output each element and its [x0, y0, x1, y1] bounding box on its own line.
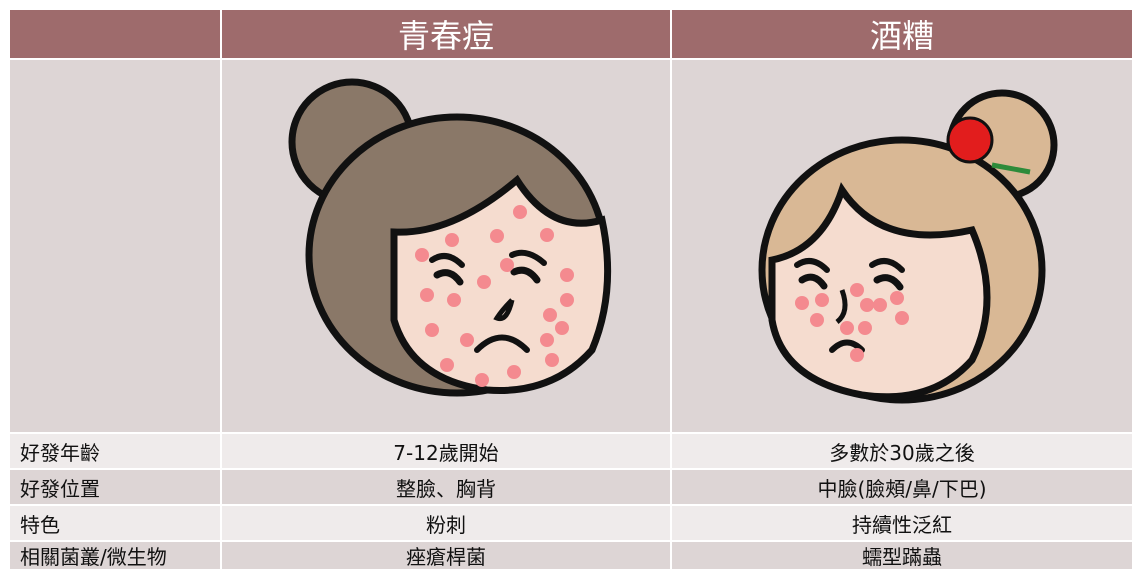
- table-cell: 多數於30歲之後: [672, 434, 1132, 468]
- row-label: 特色: [10, 506, 220, 540]
- acne-face: [288, 78, 612, 397]
- image-cell: [672, 60, 1132, 432]
- image-cell: [222, 60, 670, 432]
- row-label: 好發年齡: [10, 434, 220, 468]
- table-cell: 蠕型蹣蟲: [672, 542, 1132, 569]
- table-cell: 整臉、胸背: [222, 470, 670, 504]
- rosacea-face: [758, 89, 1058, 404]
- row-label: 好發位置: [10, 470, 220, 504]
- header-blank: [10, 10, 220, 58]
- header-cell: 青春痘: [222, 10, 670, 58]
- table-cell: 持續性泛紅: [672, 506, 1132, 540]
- table-cell: 中臉(臉頰/鼻/下巴): [672, 470, 1132, 504]
- table-cell: 粉刺: [222, 506, 670, 540]
- header-cell: 酒糟: [672, 10, 1132, 58]
- table-cell: 7-12歲開始: [222, 434, 670, 468]
- image-blank: [10, 60, 220, 432]
- table-cell: 痤瘡桿菌: [222, 542, 670, 569]
- row-label: 相關菌叢/微生物: [10, 542, 220, 569]
